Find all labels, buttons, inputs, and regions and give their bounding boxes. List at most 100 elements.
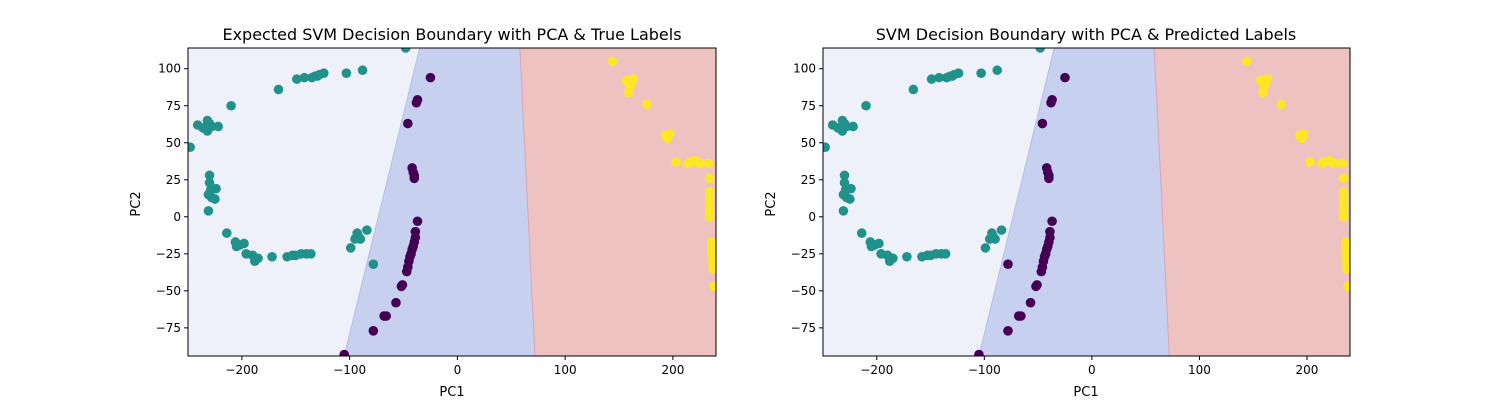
y-tick-label: 100 <box>793 62 816 76</box>
chart-title: Expected SVM Decision Boundary with PCA … <box>222 25 681 44</box>
data-point-class-2 <box>1276 99 1286 110</box>
decision-boundary-line <box>519 48 536 356</box>
x-tick-label: 100 <box>554 363 577 377</box>
data-point-class-1 <box>902 251 912 262</box>
data-point-class-1 <box>884 256 895 267</box>
data-point-class-1 <box>953 68 964 78</box>
data-point-class-0 <box>339 349 350 356</box>
data-point-class-1 <box>1035 48 1046 53</box>
data-point-class-1 <box>996 225 1007 235</box>
plot-frame <box>822 47 1351 357</box>
data-point-class-1 <box>362 225 372 235</box>
x-tick-label: −100 <box>333 363 366 377</box>
data-point-class-0 <box>391 297 401 308</box>
data-point-class-0 <box>410 226 421 237</box>
data-point-class-0 <box>1003 326 1013 336</box>
x-tick-label: 200 <box>661 363 684 377</box>
plot-area <box>188 48 716 356</box>
data-point-class-1 <box>213 121 223 132</box>
data-point-class-1 <box>221 228 232 238</box>
data-point-class-2 <box>1241 56 1252 67</box>
data-point-class-1 <box>839 177 850 188</box>
data-point-class-1 <box>874 238 884 249</box>
data-point-class-1 <box>210 194 220 204</box>
y-tick-label: −75 <box>156 321 181 335</box>
data-point-class-2 <box>1341 263 1350 274</box>
plot-area <box>823 48 1350 356</box>
x-tick-label: 0 <box>1088 363 1096 377</box>
data-point-class-2 <box>1329 158 1339 169</box>
data-point-class-1 <box>990 234 1000 244</box>
data-point-class-0 <box>368 326 379 336</box>
data-point-class-2 <box>1262 74 1272 84</box>
x-tick-label: −200 <box>860 363 893 377</box>
data-point-class-2 <box>671 157 681 167</box>
data-point-class-0 <box>1032 280 1042 290</box>
data-point-class-1 <box>273 84 284 95</box>
data-point-class-2 <box>664 129 675 139</box>
data-point-class-1 <box>345 243 356 253</box>
x-tick-label: 100 <box>1188 363 1211 377</box>
data-point-class-1 <box>204 170 215 181</box>
x-tick-label: 200 <box>1296 363 1319 377</box>
y-tick-label: 75 <box>801 99 816 113</box>
data-point-class-1 <box>231 241 242 252</box>
data-point-class-1 <box>239 238 249 249</box>
decision-boundary-line <box>343 48 421 356</box>
decision-boundary-line <box>978 48 1055 356</box>
y-tick-label: 0 <box>808 210 816 224</box>
data-point-class-1 <box>926 74 937 84</box>
data-point-class-1 <box>267 251 277 262</box>
data-point-class-0 <box>1047 95 1057 105</box>
data-point-class-2 <box>1305 157 1316 167</box>
data-point-class-2 <box>709 281 716 292</box>
data-point-class-0 <box>1060 72 1070 83</box>
data-point-class-1 <box>355 234 366 244</box>
y-tick-label: 100 <box>158 62 181 76</box>
data-point-class-1 <box>188 142 195 153</box>
data-point-class-0 <box>425 72 436 83</box>
x-axis-label: PC1 <box>439 385 464 400</box>
data-point-class-2 <box>704 173 715 184</box>
data-point-class-1 <box>846 183 856 194</box>
y-tick-label: −25 <box>791 247 816 261</box>
chart-predicted-labels: SVM Decision Boundary with PCA & Predict… <box>764 25 1351 400</box>
data-point-class-1 <box>823 142 830 153</box>
data-point-class-2 <box>704 212 715 222</box>
y-axis-label: PC2 <box>764 191 779 216</box>
data-point-class-1 <box>203 206 214 216</box>
data-point-class-1 <box>845 194 855 204</box>
data-point-class-1 <box>299 72 310 83</box>
data-point-class-2 <box>703 158 714 169</box>
y-tick-label: 0 <box>173 210 181 224</box>
data-point-class-1 <box>992 65 1003 76</box>
data-point-class-1 <box>211 183 221 194</box>
data-point-class-1 <box>250 256 260 267</box>
chart-title: SVM Decision Boundary with PCA & Predict… <box>876 25 1296 44</box>
data-point-class-2 <box>1338 173 1349 184</box>
data-point-class-1 <box>861 100 871 111</box>
data-point-class-0 <box>1045 226 1055 237</box>
data-point-class-2 <box>628 74 638 84</box>
y-tick-label: −50 <box>156 284 181 298</box>
y-tick-label: 50 <box>166 136 181 150</box>
data-point-class-2 <box>1338 212 1349 222</box>
decision-boundary-line <box>1153 48 1170 356</box>
data-point-class-2 <box>1337 158 1348 169</box>
y-tick-label: −25 <box>156 247 181 261</box>
chart-expected-true-labels: Expected SVM Decision Boundary with PCA … <box>129 25 717 400</box>
x-tick-label: −200 <box>225 363 258 377</box>
data-point-class-1 <box>318 68 329 78</box>
data-point-class-1 <box>848 121 858 132</box>
y-tick-label: −75 <box>791 321 816 335</box>
data-point-class-2 <box>607 56 618 67</box>
data-point-class-0 <box>974 349 984 356</box>
data-point-class-1 <box>368 259 379 269</box>
x-tick-label: −100 <box>968 363 1001 377</box>
data-point-class-2 <box>1343 281 1350 292</box>
y-tick-label: 50 <box>801 136 816 150</box>
data-point-class-0 <box>397 280 408 290</box>
x-axis-label: PC1 <box>1073 385 1098 400</box>
data-point-class-1 <box>908 84 919 95</box>
